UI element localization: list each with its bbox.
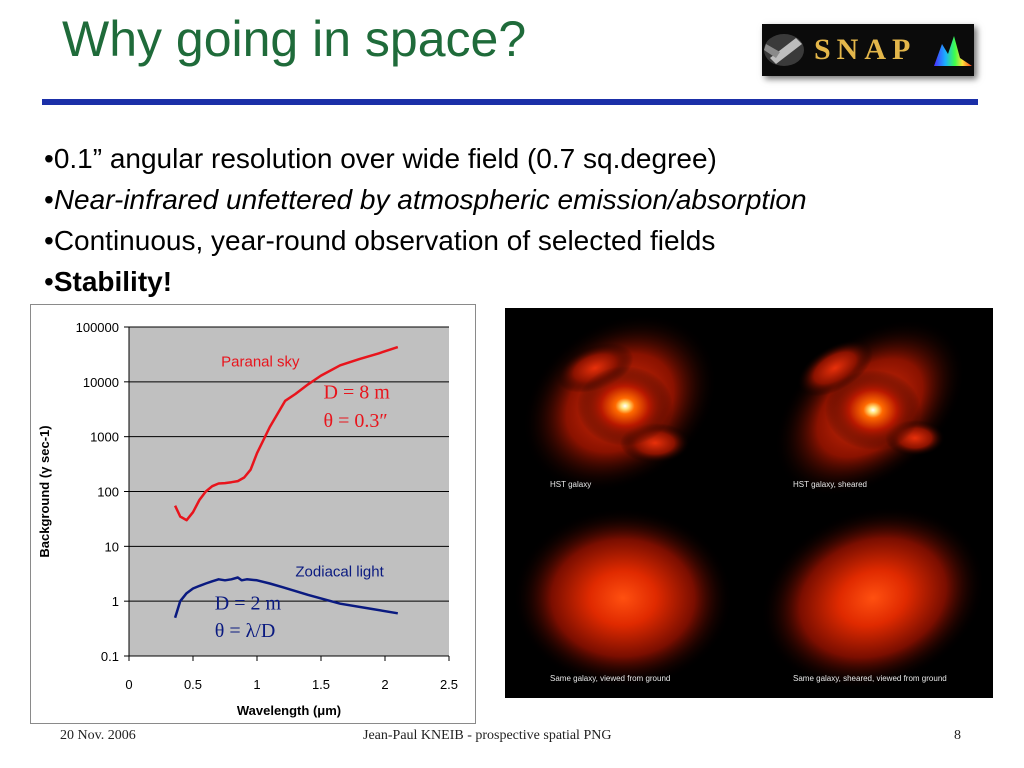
caption-ground-galaxy-sheared: Same galaxy, sheared, viewed from ground (793, 674, 947, 683)
slide-title: Why going in space? (62, 11, 527, 67)
x-tick-label: 1 (253, 677, 260, 692)
bullet-list: •0.1” angular resolution over wide field… (44, 138, 807, 302)
y-tick-label: 1 (112, 594, 119, 609)
x-tick-label: 1.5 (312, 677, 330, 692)
footer-date: 20 Nov. 2006 (60, 728, 136, 743)
bullet-item: •Stability! (44, 261, 807, 302)
background-chart: 0.1 1 10 100 1000 10000 100000 0 0.5 1 1.5 2 2.5 Wave… (30, 304, 476, 724)
caption-hst-galaxy: HST galaxy (550, 480, 591, 489)
y-tick-label: 10000 (83, 375, 119, 390)
bullet-item: •0.1” angular resolution over wide field… (44, 138, 807, 179)
series-line-paranal-sky (173, 345, 399, 522)
bullet-item: •Continuous, year-round observation of s… (44, 220, 807, 261)
bullet-text: Continuous, year-round observation of se… (53, 225, 716, 256)
snap-logo: SNAP (762, 24, 974, 76)
bullet-marker: • (44, 266, 54, 297)
zodiacal-label: Zodiacal light (295, 564, 384, 581)
bullet-text: 0.1” angular resolution over wide field … (53, 143, 717, 174)
y-tick-label: 0.1 (101, 649, 119, 664)
panel-ground-galaxy: Same galaxy, viewed from ground (513, 508, 733, 688)
y-tick-label: 100000 (76, 320, 119, 335)
theta-red-label: θ = 0.3″ (324, 410, 388, 432)
y-tick-label: 1000 (90, 430, 119, 445)
footer-author: Jean-Paul KNEIB - prospective spatial PN… (363, 728, 612, 743)
panel-ground-galaxy-sheared: Same galaxy, sheared, viewed from ground (760, 506, 986, 690)
d2-label: D = 2 m (215, 593, 282, 615)
chart-svg: 0.1 1 10 100 1000 10000 100000 0 0.5 1 1.5 2 2.5 Wave… (37, 320, 458, 718)
galaxy-panels: HST galaxy HST galaxy, sheared Same gala… (505, 308, 993, 698)
caption-ground-galaxy: Same galaxy, viewed from ground (550, 674, 670, 683)
y-tick-label: 10 (105, 539, 119, 554)
title-divider (42, 99, 978, 105)
logo-text: SNAP (814, 33, 917, 66)
x-tick-label: 2.5 (440, 677, 458, 692)
theta-blue-label: θ = λ/D (215, 620, 276, 642)
bullet-text: Stability! (53, 266, 173, 297)
bullet-marker: • (44, 184, 54, 215)
paranal-label: Paranal sky (221, 354, 300, 371)
x-tick-label: 2 (381, 677, 388, 692)
x-tick-label: 0.5 (184, 677, 202, 692)
footer-page-number: 8 (954, 728, 961, 743)
telescope-icon (762, 24, 974, 76)
x-axis-title: Wavelength (μm) (237, 703, 341, 718)
bullet-item: •Near-infrared unfettered by atmospheric… (44, 179, 807, 220)
y-axis-title: Background (γ sec-1) (37, 425, 52, 557)
bullet-marker: • (44, 143, 54, 174)
bullet-text: Near-infrared unfettered by atmospheric … (53, 184, 807, 215)
bullet-marker: • (44, 225, 54, 256)
x-tick-label: 0 (125, 677, 132, 692)
galaxy-comparison-image: HST galaxy HST galaxy, sheared Same gala… (505, 308, 993, 698)
y-tick-label: 100 (97, 485, 119, 500)
caption-hst-galaxy-sheared: HST galaxy, sheared (793, 480, 867, 489)
series-line-zodiacal-light (173, 576, 399, 619)
d8-label: D = 8 m (324, 381, 391, 403)
panel-hst-galaxy-sheared: HST galaxy, sheared (774, 319, 966, 497)
panel-hst-galaxy: HST galaxy (522, 313, 718, 493)
